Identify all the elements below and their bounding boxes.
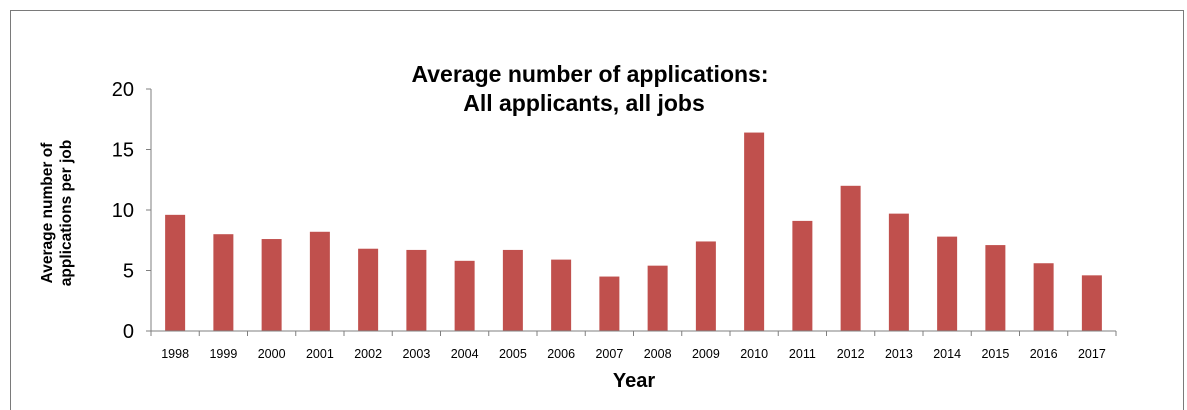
y-tick-label: 20 <box>112 79 134 101</box>
y-axis-ticks: 0 5 10 15 20 <box>112 79 134 343</box>
x-tick-label-1999: 1999 <box>209 347 237 361</box>
bar-2001 <box>309 231 330 331</box>
chart-frame <box>10 10 1184 410</box>
x-tick-label-2015: 2015 <box>981 347 1009 361</box>
y-axis-label-line-1: Average number of <box>39 142 56 284</box>
bar-2015 <box>985 245 1006 331</box>
x-tick-label-2010: 2010 <box>740 347 768 361</box>
x-tick-label-2011: 2011 <box>789 347 816 361</box>
x-tick-label-2006: 2006 <box>547 347 575 361</box>
bar-1999 <box>213 234 234 331</box>
bar-2000 <box>261 239 282 331</box>
x-tick-label-2008: 2008 <box>644 347 672 361</box>
x-tick-label-2004: 2004 <box>451 347 479 361</box>
x-axis-label: Year <box>613 370 655 392</box>
bar-2004 <box>454 260 475 331</box>
x-tick-label-2012: 2012 <box>837 347 865 361</box>
y-axis-label: Average number of applications per job <box>39 140 75 286</box>
x-tick-label-2016: 2016 <box>1030 347 1058 361</box>
chart-title-line-1: Average number of applications: <box>412 61 769 87</box>
bar-2006 <box>551 259 572 331</box>
bar-2012 <box>840 185 861 331</box>
y-axis-label-line-2: applications per job <box>58 140 75 286</box>
x-tick-label-2005: 2005 <box>499 347 527 361</box>
x-tick-label-2003: 2003 <box>402 347 430 361</box>
bar-chart: Average number of applications: All appl… <box>39 61 1117 392</box>
bar-2008 <box>647 265 668 331</box>
bar-2007 <box>599 276 620 331</box>
y-tick-label: 0 <box>123 321 134 343</box>
bar-2017 <box>1081 275 1102 331</box>
bar-2002 <box>358 248 379 331</box>
x-tick-label-2000: 2000 <box>258 347 286 361</box>
bars <box>165 132 1102 331</box>
x-tick-label-2007: 2007 <box>595 347 623 361</box>
bar-1998 <box>165 214 186 331</box>
bar-2013 <box>888 213 909 331</box>
bar-2016 <box>1033 263 1054 331</box>
chart-title-line-2: All applicants, all jobs <box>463 90 705 116</box>
y-tick-label: 5 <box>123 261 134 283</box>
x-tick-label-2017: 2017 <box>1078 347 1106 361</box>
y-tick-label: 15 <box>112 140 134 162</box>
x-axis-tick-labels: 1998 1999 2000 2001 2002 2003 2004 2005 2006 2007… <box>161 347 1106 361</box>
chart-title: Average number of applications: All appl… <box>412 61 769 116</box>
x-tick-label-2009: 2009 <box>692 347 720 361</box>
bar-2009 <box>695 241 716 331</box>
axes <box>146 88 1117 336</box>
y-tick-label: 10 <box>112 200 134 222</box>
x-tick-label-1998: 1998 <box>161 347 189 361</box>
bar-2011 <box>792 220 813 331</box>
x-tick-label-2014: 2014 <box>933 347 961 361</box>
x-tick-label-2002: 2002 <box>354 347 382 361</box>
x-tick-label-2013: 2013 <box>885 347 913 361</box>
x-tick-label-2001: 2001 <box>306 347 334 361</box>
bar-2005 <box>502 249 523 331</box>
bar-2014 <box>937 236 958 331</box>
bar-2010 <box>744 132 765 331</box>
bar-2003 <box>406 249 427 331</box>
